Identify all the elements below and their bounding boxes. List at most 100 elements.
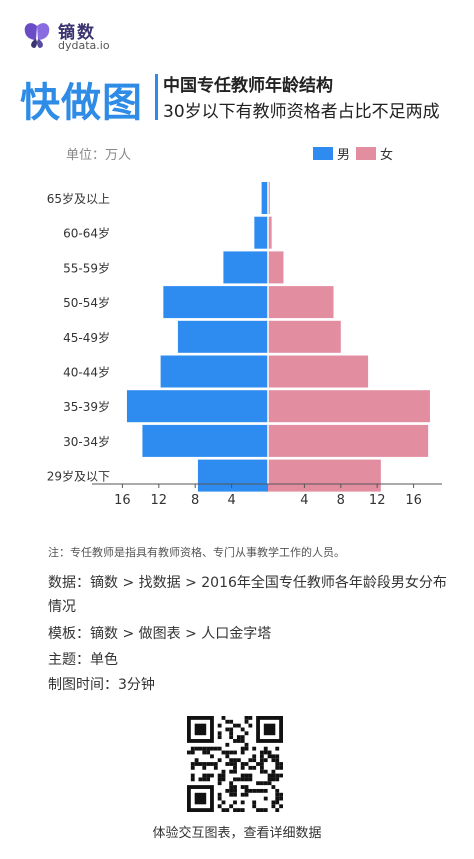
qr-module <box>275 765 280 770</box>
qr-module <box>190 762 195 766</box>
chart-subtitle: 30岁以下有教师资格者占比不足两成 <box>163 102 440 122</box>
category-label-1: 60-64岁 <box>63 226 110 241</box>
qr-module <box>275 808 280 812</box>
x-tick-label-right-2: 12 <box>369 493 386 508</box>
qr-module <box>190 765 195 770</box>
bar-male-3 <box>163 286 268 319</box>
category-label-5: 40-44岁 <box>63 365 110 380</box>
qr-module <box>229 804 234 809</box>
qr-module <box>198 746 203 751</box>
qr-module <box>263 746 268 751</box>
qr-module <box>263 788 268 793</box>
qr-module <box>217 746 222 751</box>
qr-module <box>248 777 253 782</box>
qr-module <box>259 762 264 766</box>
qr-module <box>236 808 241 812</box>
qr-module <box>267 754 272 759</box>
qr-module <box>271 773 276 778</box>
qr-module <box>240 750 245 755</box>
qr-module <box>275 792 280 797</box>
qr-module <box>244 792 249 797</box>
qr-module <box>240 727 245 732</box>
qr-module <box>221 750 226 755</box>
qr-module <box>271 785 276 789</box>
qr-module <box>256 781 260 786</box>
qr-module <box>190 750 195 755</box>
qr-module <box>217 792 222 797</box>
qr-module <box>217 773 222 778</box>
qr-module <box>233 739 237 743</box>
qr-module <box>267 773 272 778</box>
bar-female-0 <box>268 182 270 214</box>
legend-label-male: 男 <box>337 148 350 163</box>
qr-module <box>229 727 234 732</box>
qr-module <box>259 781 264 786</box>
qr-module <box>259 750 264 755</box>
qr-module <box>267 781 272 786</box>
qr-module <box>256 808 260 812</box>
qr-module <box>217 723 222 728</box>
qr-module <box>275 788 280 793</box>
qr-module <box>275 758 280 763</box>
qr-module <box>279 773 283 778</box>
qr-module <box>202 746 207 751</box>
qr-module <box>233 762 237 766</box>
qr-module <box>263 750 268 755</box>
qr-module <box>221 716 226 720</box>
qr-module <box>217 731 222 736</box>
unit-label: 单位：万人 <box>66 148 131 163</box>
qr-module <box>206 762 211 766</box>
qr-module <box>233 785 237 789</box>
qr-module <box>240 773 245 778</box>
category-label-0: 65岁及以上 <box>47 191 110 206</box>
qr-module <box>233 800 237 805</box>
qr-module <box>202 777 207 782</box>
bar-male-5 <box>160 355 268 388</box>
qr-module <box>240 739 245 743</box>
logo: 镝数 dydata.io <box>22 18 172 54</box>
brand-title: 快做图 <box>20 80 143 126</box>
x-tick-label-left-3: 4 <box>227 493 235 508</box>
population-pyramid-chart: 单位：万人 男 女 65岁及以上 60-64岁 55-59岁 50-54岁 45-49岁 40-… <box>47 147 442 508</box>
qr-module <box>259 758 264 763</box>
qr-module <box>233 765 237 770</box>
qr-code[interactable] <box>187 716 283 812</box>
category-label-7: 30-34岁 <box>63 434 110 449</box>
qr-module <box>206 773 211 778</box>
qr-module <box>217 796 222 801</box>
qr-module <box>229 792 234 797</box>
qr-module <box>240 746 245 751</box>
qr-module <box>229 785 234 789</box>
qr-module <box>240 800 245 805</box>
qr-module <box>206 777 211 782</box>
qr-module <box>213 762 218 766</box>
category-label-2: 55-59岁 <box>63 260 110 275</box>
qr-module <box>233 777 237 782</box>
qr-module <box>229 719 234 724</box>
bar-female-8 <box>268 459 381 492</box>
interactive-chart-cta[interactable]: 体验交互图表，查看详细数据 <box>152 826 322 841</box>
qr-module <box>248 773 253 778</box>
qr-module <box>225 719 230 724</box>
qr-module <box>275 796 280 801</box>
qr-module <box>279 765 283 770</box>
qr-module <box>233 792 237 797</box>
qr-module <box>271 769 276 774</box>
qr-module <box>275 777 280 782</box>
legend-swatch-female <box>356 147 376 160</box>
x-tick-label-right-3: 16 <box>405 493 422 508</box>
qr-module <box>221 800 226 805</box>
qr-module <box>248 716 253 720</box>
qr-module <box>263 781 268 786</box>
qr-module <box>275 773 280 778</box>
qr-module <box>275 762 280 766</box>
qr-module <box>202 762 207 766</box>
qr-module <box>202 750 207 755</box>
legend-label-female: 女 <box>380 147 393 163</box>
qr-module <box>244 719 249 724</box>
bar-female-3 <box>268 286 334 319</box>
qr-module <box>259 808 264 812</box>
data-source-text: 数据：镝数 > 找数据 > 2016年全国专任教师各年龄段男女分布情况 <box>48 575 447 615</box>
qr-module <box>210 773 214 778</box>
qr-module <box>229 762 234 766</box>
